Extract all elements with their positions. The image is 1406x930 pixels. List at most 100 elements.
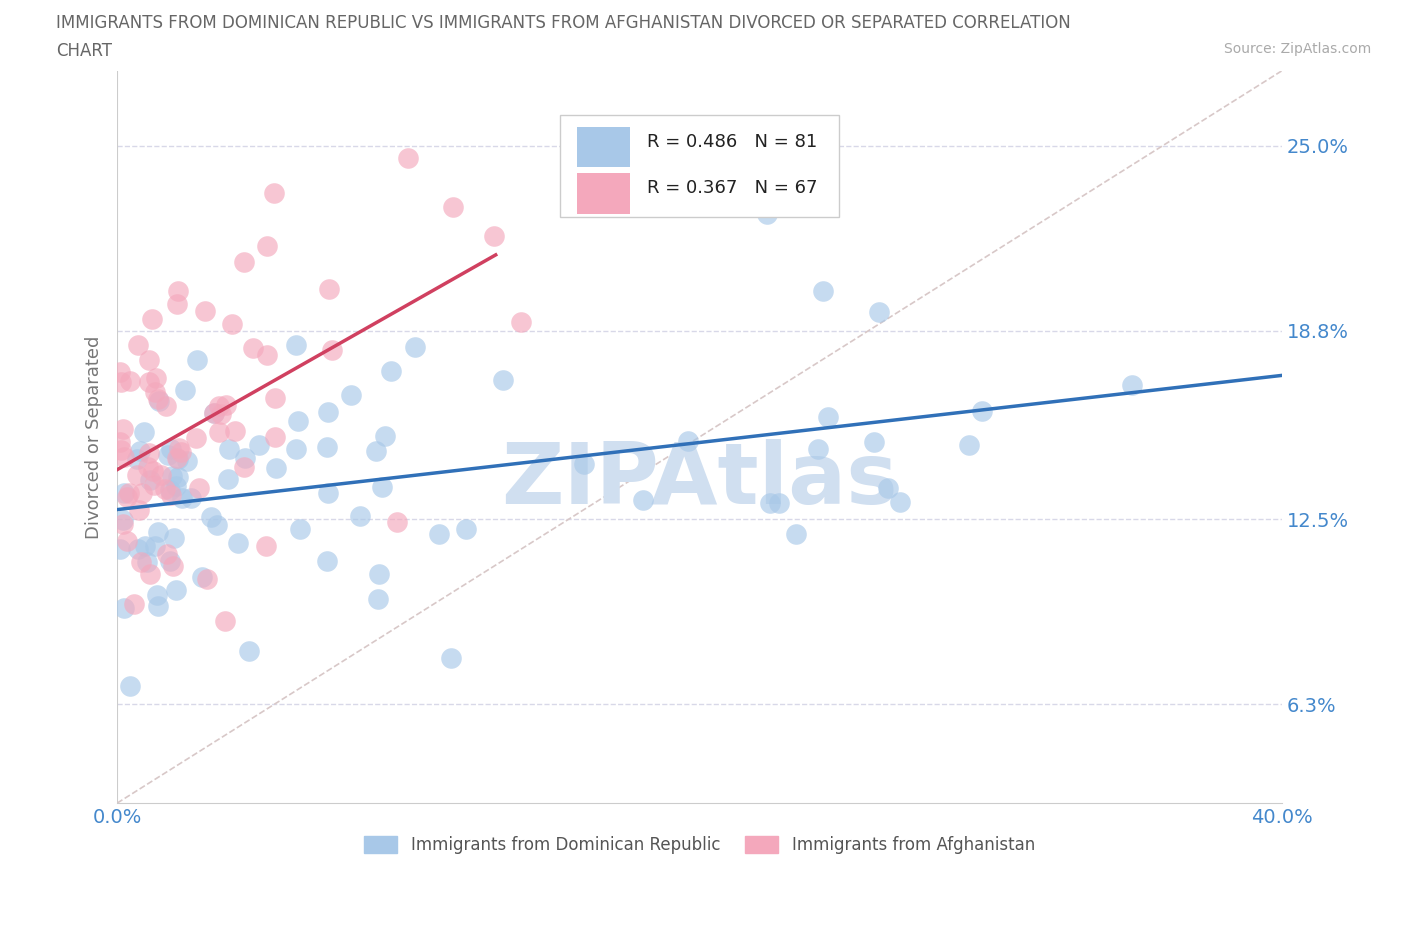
Point bbox=[868, 304, 890, 319]
Point bbox=[163, 530, 186, 545]
Point bbox=[191, 570, 214, 585]
Point bbox=[180, 491, 202, 506]
Point bbox=[108, 542, 131, 557]
Point bbox=[208, 425, 231, 440]
Point bbox=[340, 388, 363, 403]
Point bbox=[186, 352, 208, 367]
Point bbox=[160, 442, 183, 457]
Point bbox=[877, 481, 900, 496]
Y-axis label: Divorced or Separated: Divorced or Separated bbox=[86, 335, 103, 538]
Point bbox=[166, 451, 188, 466]
Point bbox=[159, 554, 181, 569]
Point bbox=[768, 495, 790, 510]
Point bbox=[233, 450, 256, 465]
Point bbox=[112, 601, 135, 616]
Point bbox=[129, 555, 152, 570]
Point bbox=[316, 405, 339, 419]
Point bbox=[136, 459, 159, 474]
Point bbox=[404, 339, 426, 354]
Text: IMMIGRANTS FROM DOMINICAN REPUBLIC VS IMMIGRANTS FROM AFGHANISTAN DIVORCED OR SE: IMMIGRANTS FROM DOMINICAN REPUBLIC VS IM… bbox=[56, 14, 1071, 32]
Point bbox=[194, 304, 217, 319]
Point bbox=[396, 150, 419, 165]
Point bbox=[156, 547, 179, 562]
Point bbox=[208, 399, 231, 414]
Point bbox=[127, 338, 149, 352]
Point bbox=[127, 451, 149, 466]
Point bbox=[138, 445, 160, 460]
Point bbox=[817, 410, 839, 425]
Point bbox=[863, 434, 886, 449]
Point bbox=[316, 440, 339, 455]
Point bbox=[167, 440, 190, 455]
Point bbox=[165, 479, 187, 494]
Point bbox=[807, 442, 830, 457]
Point bbox=[972, 404, 994, 418]
Point bbox=[139, 472, 162, 487]
Point bbox=[366, 444, 388, 458]
Point bbox=[195, 572, 218, 587]
Point bbox=[380, 364, 402, 379]
Point bbox=[221, 317, 243, 332]
Point bbox=[215, 398, 238, 413]
Point bbox=[112, 485, 135, 500]
Point bbox=[263, 185, 285, 200]
Point bbox=[138, 566, 160, 581]
Point bbox=[131, 485, 153, 500]
Text: R = 0.486   N = 81: R = 0.486 N = 81 bbox=[647, 133, 817, 151]
Point bbox=[110, 374, 132, 389]
Point bbox=[482, 228, 505, 243]
Point bbox=[285, 338, 308, 352]
Point bbox=[167, 470, 190, 485]
Legend: Immigrants from Dominican Republic, Immigrants from Afghanistan: Immigrants from Dominican Republic, Immi… bbox=[357, 830, 1042, 860]
Point bbox=[115, 533, 138, 548]
Point bbox=[138, 352, 160, 367]
Point bbox=[148, 393, 170, 408]
Point bbox=[143, 384, 166, 399]
Point bbox=[110, 443, 132, 458]
Point bbox=[759, 496, 782, 511]
Point bbox=[441, 200, 464, 215]
Point bbox=[114, 449, 136, 464]
Point bbox=[254, 538, 277, 553]
Point bbox=[202, 405, 225, 420]
Point bbox=[112, 512, 135, 527]
Point bbox=[374, 429, 396, 444]
Point bbox=[367, 591, 389, 606]
Point bbox=[427, 527, 450, 542]
Bar bbox=[578, 173, 630, 214]
Point bbox=[138, 375, 160, 390]
Point bbox=[128, 503, 150, 518]
Point bbox=[141, 463, 163, 478]
Point bbox=[249, 437, 271, 452]
Point bbox=[509, 314, 531, 329]
Point bbox=[349, 509, 371, 524]
Text: Source: ZipAtlas.com: Source: ZipAtlas.com bbox=[1223, 42, 1371, 56]
Text: CHART: CHART bbox=[56, 42, 112, 60]
Point bbox=[676, 434, 699, 449]
Point bbox=[134, 425, 156, 440]
Point bbox=[256, 348, 278, 363]
Point bbox=[166, 297, 188, 312]
FancyBboxPatch shape bbox=[560, 114, 839, 218]
Point bbox=[889, 495, 911, 510]
Point bbox=[287, 414, 309, 429]
Point bbox=[170, 445, 193, 459]
Point bbox=[957, 437, 980, 452]
Text: ZIPAtlas: ZIPAtlas bbox=[501, 439, 898, 523]
Point bbox=[125, 468, 148, 483]
Point bbox=[456, 522, 478, 537]
Point bbox=[238, 644, 260, 658]
Point bbox=[166, 451, 188, 466]
Point bbox=[315, 553, 337, 568]
Point bbox=[159, 483, 181, 498]
Point bbox=[143, 538, 166, 553]
Point bbox=[162, 559, 184, 574]
Point bbox=[170, 491, 193, 506]
Point bbox=[145, 370, 167, 385]
Point bbox=[321, 343, 343, 358]
Point bbox=[439, 651, 461, 666]
Point bbox=[387, 514, 409, 529]
Point bbox=[200, 510, 222, 525]
Point bbox=[492, 373, 515, 388]
Point bbox=[228, 536, 250, 551]
